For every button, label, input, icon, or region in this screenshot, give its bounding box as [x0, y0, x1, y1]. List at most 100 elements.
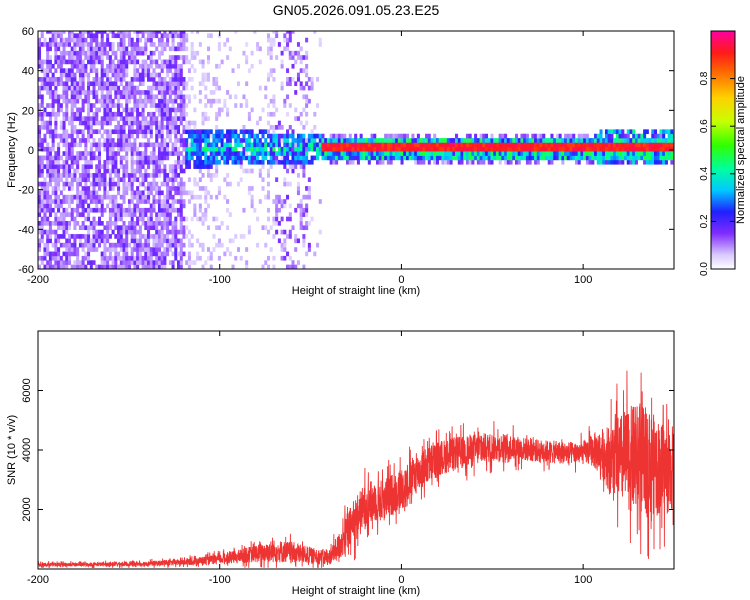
- heatmap-cell: [174, 120, 178, 126]
- heatmap-cell: [515, 151, 519, 156]
- heatmap-cell: [89, 31, 93, 34]
- heatmap-cell: [160, 94, 164, 100]
- heatmap-cell: [337, 155, 341, 161]
- heatmap-cell: [378, 146, 382, 152]
- heatmap-cell: [43, 155, 47, 161]
- heatmap-cell: [38, 207, 42, 213]
- heatmap-cell: [92, 46, 96, 52]
- heatmap-cell: [367, 159, 371, 165]
- heatmap-cell: [62, 120, 66, 126]
- heatmap-cell: [640, 138, 644, 143]
- heatmap-cell: [201, 216, 205, 222]
- heatmap-cell: [62, 68, 66, 73]
- heatmap-cell: [97, 168, 101, 174]
- heatmap-cell: [468, 133, 472, 139]
- heatmap-cell: [520, 146, 524, 152]
- heatmap-cell: [108, 242, 112, 248]
- heatmap-cell: [261, 186, 265, 191]
- heatmap-cell: [182, 103, 186, 108]
- heatmap-cell: [65, 103, 69, 108]
- heatmap-cell: [179, 42, 183, 47]
- heatmap-cell: [152, 199, 156, 204]
- heatmap-cell: [114, 216, 118, 222]
- heatmap-cell: [57, 255, 61, 261]
- heatmap-cell: [73, 81, 77, 87]
- heatmap-cell: [127, 203, 131, 209]
- heatmap-cell: [100, 238, 104, 244]
- heatmap-cell: [117, 133, 121, 139]
- heatmap-cell: [81, 138, 85, 143]
- heatmap-cell: [54, 260, 58, 265]
- heatmap-cell: [326, 142, 330, 148]
- heatmap-cell: [198, 90, 202, 95]
- heatmap-cell: [81, 212, 85, 217]
- heatmap-cell: [286, 111, 290, 117]
- heatmap-cell: [127, 177, 131, 183]
- heatmap-cell: [201, 120, 205, 126]
- heatmap-cell: [201, 186, 205, 191]
- heatmap-cell: [38, 46, 42, 52]
- heatmap-cell: [54, 212, 58, 217]
- heatmap-cell: [114, 55, 118, 60]
- heatmap-cell: [125, 98, 129, 104]
- heatmap-cell: [117, 225, 121, 231]
- heatmap-cell: [138, 260, 142, 265]
- heatmap-cell: [87, 85, 91, 91]
- heatmap-cell: [144, 142, 148, 148]
- heatmap-cell: [495, 155, 499, 161]
- heatmap-cell: [133, 177, 137, 183]
- heatmap-cell: [160, 199, 164, 204]
- heatmap-cell: [185, 103, 189, 108]
- heatmap-cell: [185, 111, 189, 117]
- heatmap-cell: [664, 146, 668, 152]
- heatmap-cell: [78, 242, 82, 248]
- heatmap-cell: [87, 229, 91, 235]
- heatmap-cell: [313, 138, 317, 143]
- heatmap-cell: [476, 142, 480, 148]
- heatmap-cell: [405, 146, 409, 152]
- heatmap-cell: [141, 107, 145, 113]
- heatmap-cell: [618, 155, 622, 161]
- heatmap-cell: [73, 264, 77, 269]
- heatmap-cell: [65, 146, 69, 152]
- heatmap-cell: [65, 238, 69, 244]
- heatmap-cell: [103, 81, 107, 87]
- heatmap-cell: [106, 120, 110, 126]
- heatmap-cell: [67, 181, 72, 187]
- heatmap-cell: [76, 111, 80, 117]
- heatmap-cell: [321, 133, 325, 139]
- heatmap-cell: [479, 138, 483, 143]
- heatmap-cell: [76, 221, 80, 226]
- heatmap-cell: [46, 68, 50, 73]
- heatmap-cell: [147, 173, 151, 178]
- heatmap-cell: [103, 85, 107, 91]
- heatmap-cell: [171, 85, 175, 91]
- heatmap-cell: [100, 173, 104, 178]
- heatmap-cell: [362, 146, 366, 152]
- heatmap-cell: [446, 146, 450, 152]
- heatmap-cell: [196, 31, 200, 34]
- heatmap-cell: [103, 177, 107, 183]
- heatmap-cell: [307, 221, 311, 226]
- heatmap-cell: [550, 151, 554, 156]
- heatmap-cell: [95, 221, 99, 226]
- heatmap-cell: [283, 103, 287, 108]
- heatmap-cell: [122, 238, 126, 244]
- heatmap-cell: [89, 103, 93, 108]
- heatmap-cell: [596, 151, 600, 156]
- heatmap-cell: [280, 155, 284, 161]
- heatmap-cell: [46, 81, 50, 87]
- heatmap-cell: [138, 190, 142, 196]
- heatmap-cell: [160, 260, 164, 265]
- heatmap-cell: [430, 138, 434, 143]
- heatmap-cell: [163, 138, 167, 143]
- heatmap-cell: [73, 98, 77, 104]
- heatmap-cell: [504, 142, 508, 148]
- heatmap-cell: [166, 33, 170, 39]
- heatmap-cell: [182, 85, 186, 91]
- heatmap-cell: [51, 164, 55, 169]
- heatmap-cell: [190, 260, 194, 265]
- heatmap-cell: [92, 68, 96, 73]
- heatmap-cell: [637, 133, 641, 139]
- heatmap-cell: [185, 190, 189, 196]
